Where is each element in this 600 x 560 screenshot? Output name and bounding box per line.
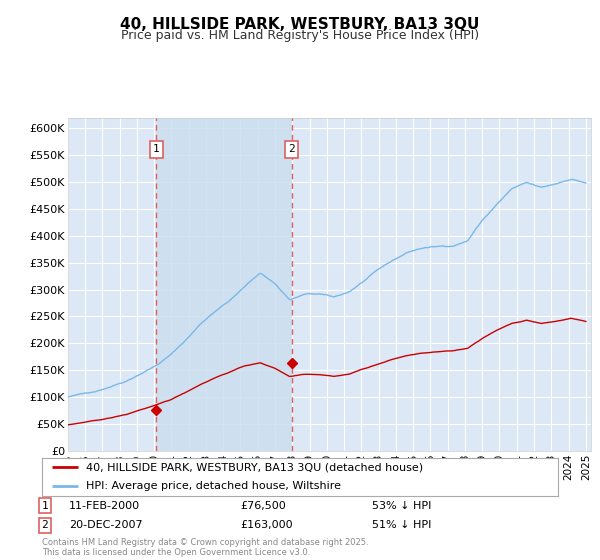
- Text: 40, HILLSIDE PARK, WESTBURY, BA13 3QU (detached house): 40, HILLSIDE PARK, WESTBURY, BA13 3QU (d…: [86, 462, 423, 472]
- Bar: [156, 118, 292, 451]
- Text: Price paid vs. HM Land Registry's House Price Index (HPI): Price paid vs. HM Land Registry's House …: [121, 29, 479, 42]
- Text: Contains HM Land Registry data © Crown copyright and database right 2025.
This d: Contains HM Land Registry data © Crown c…: [42, 538, 368, 557]
- Text: 11-FEB-2000: 11-FEB-2000: [69, 501, 140, 511]
- Text: 1: 1: [153, 144, 160, 154]
- Text: £163,000: £163,000: [240, 520, 293, 530]
- Text: 2: 2: [289, 144, 295, 154]
- Text: 20-DEC-2007: 20-DEC-2007: [69, 520, 143, 530]
- Text: 53% ↓ HPI: 53% ↓ HPI: [372, 501, 431, 511]
- Text: 1: 1: [41, 501, 49, 511]
- Text: 51% ↓ HPI: 51% ↓ HPI: [372, 520, 431, 530]
- Text: 40, HILLSIDE PARK, WESTBURY, BA13 3QU: 40, HILLSIDE PARK, WESTBURY, BA13 3QU: [121, 17, 479, 32]
- Text: 2: 2: [41, 520, 49, 530]
- Text: £76,500: £76,500: [240, 501, 286, 511]
- Text: HPI: Average price, detached house, Wiltshire: HPI: Average price, detached house, Wilt…: [86, 481, 341, 491]
